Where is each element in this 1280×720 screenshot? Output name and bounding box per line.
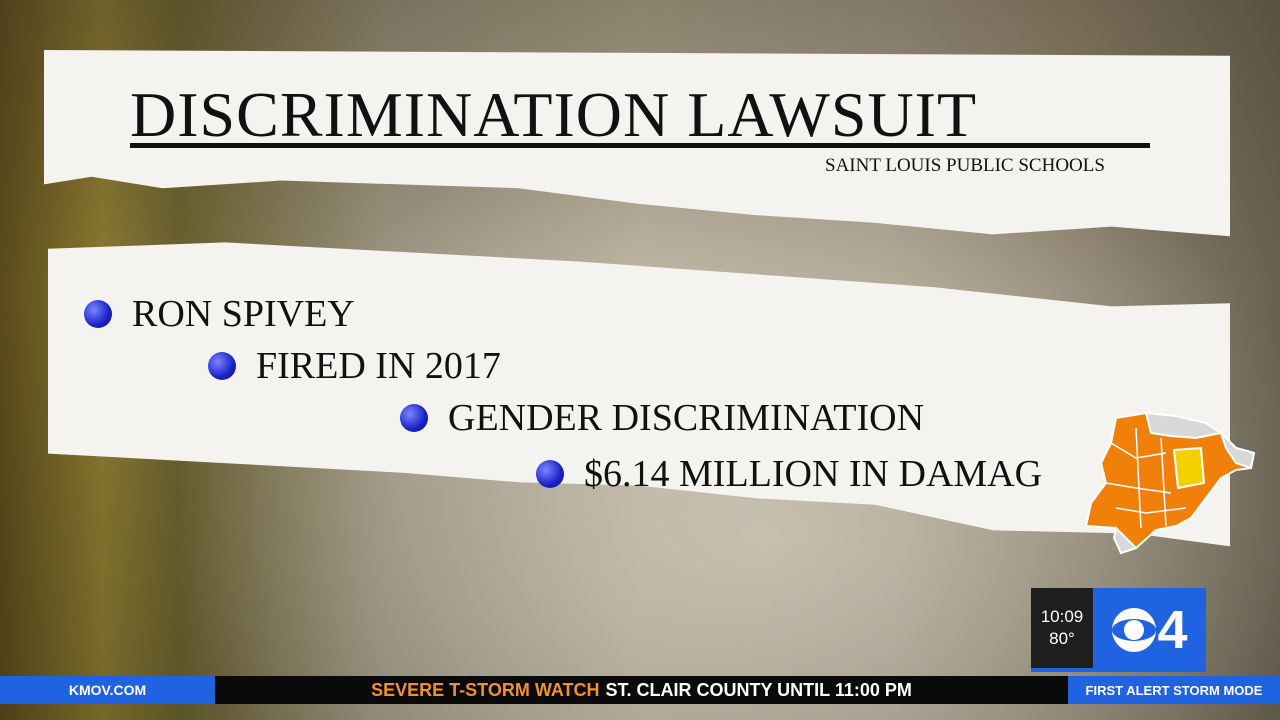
news-ticker: KMOV.COM SEVERE T-STORM WATCH ST. CLAIR … xyxy=(0,676,1280,704)
bullet-item: FIRED IN 2017 xyxy=(208,344,501,388)
alert-message: ST. CLAIR COUNTY UNTIL 11:00 PM xyxy=(605,679,912,700)
headline: DISCRIMINATION LAWSUIT xyxy=(130,79,978,150)
bullet-dot-icon xyxy=(400,404,428,432)
alert-label: SEVERE T-STORM WATCH xyxy=(371,679,600,700)
storm-mode-label: FIRST ALERT STORM MODE xyxy=(1068,676,1280,704)
temperature: 80° xyxy=(1049,629,1075,648)
county-watch-map-icon xyxy=(1084,411,1256,555)
bullet-item: $6.14 MILLION IN DAMAG xyxy=(536,452,1042,496)
ticker-message: SEVERE T-STORM WATCH ST. CLAIR COUNTY UN… xyxy=(215,676,1068,704)
website-label: KMOV.COM xyxy=(0,676,215,704)
subheadline: SAINT LOUIS PUBLIC SCHOOLS xyxy=(825,155,1105,176)
cbs4-logo: 4 xyxy=(1093,588,1206,672)
bullet-dot-icon xyxy=(536,460,564,488)
cbs-eye-icon xyxy=(1112,608,1157,652)
bullet-dot-icon xyxy=(208,352,236,380)
bullet-item: GENDER DISCRIMINATION xyxy=(400,396,924,440)
bullet-dot-icon xyxy=(84,300,112,328)
bullet-item: RON SPIVEY xyxy=(84,292,355,336)
time-temp: 10:09 80° xyxy=(1031,588,1093,672)
time: 10:09 xyxy=(1040,607,1084,626)
station-bug: 10:09 80° 4 xyxy=(1031,588,1206,672)
headline-rule xyxy=(130,143,1150,148)
